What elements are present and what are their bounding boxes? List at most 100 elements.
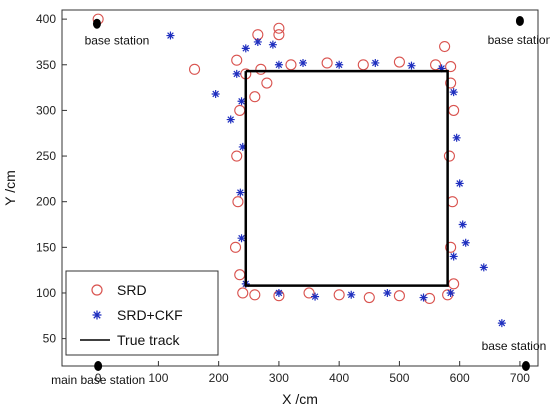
srd-point <box>430 59 442 71</box>
srd-point <box>363 291 375 304</box>
x-tick-label: 400 <box>329 371 349 385</box>
base-station-label: base station <box>482 339 547 353</box>
srd-point <box>261 77 273 89</box>
srd-point <box>448 278 460 290</box>
srd-ckf-point <box>238 142 247 151</box>
srd-ckf-point <box>458 220 467 229</box>
srd-point <box>333 289 345 301</box>
base-station-label: base station <box>85 34 150 48</box>
srd-point <box>321 57 333 69</box>
y-axis-label: Y /cm <box>2 170 18 206</box>
srd-ckf-point <box>274 288 283 297</box>
legend-box <box>65 270 219 356</box>
srd-ckf-point <box>461 238 470 247</box>
x-tick-label: 0 <box>95 371 102 385</box>
srd-ckf-point <box>452 133 461 142</box>
srd-ckf-point <box>241 44 250 53</box>
ticks-layer: 0 100 200 300 400 500 600 700 50 100 150 200 250 300 3… <box>36 12 530 385</box>
base-station-marker <box>521 361 530 371</box>
plot-frame <box>61 9 539 367</box>
y-tick-label: 400 <box>36 12 56 26</box>
legend-srd-label: SRD <box>117 282 147 298</box>
srd-ckf-point <box>497 319 506 328</box>
srd-ckf-point <box>166 31 175 40</box>
srd-point <box>189 63 201 75</box>
x-tick-label: 700 <box>510 371 530 385</box>
srd-point <box>232 196 244 208</box>
srd-ckf-point <box>446 288 455 297</box>
srd-ckf-point <box>449 88 458 97</box>
srd-point <box>357 59 369 71</box>
srd-point <box>303 287 315 299</box>
srd-ckf-point <box>299 58 308 67</box>
srd-point <box>231 150 243 162</box>
srd-point <box>393 56 405 68</box>
srd-ckf-point <box>449 252 458 261</box>
y-tick-label: 150 <box>36 240 56 254</box>
srd-ckf-point <box>407 61 416 70</box>
srd-point <box>237 287 249 299</box>
x-axis-label: X /cm <box>282 391 318 407</box>
y-tick-label: 100 <box>36 286 56 300</box>
srd-ckf-point <box>236 188 245 197</box>
base-station-marker <box>515 15 524 26</box>
srd-ckf-point <box>311 292 320 301</box>
srd-ckf-point <box>455 179 464 188</box>
srd-point <box>229 241 242 253</box>
srd-ckf-point <box>335 60 344 69</box>
x-tick-label: 600 <box>450 371 470 385</box>
true-track-layer <box>244 69 449 287</box>
srd-ckf-point <box>237 234 246 243</box>
y-tick-label: 200 <box>36 195 56 209</box>
srd-point <box>439 40 451 53</box>
true-track-line <box>244 69 449 287</box>
y-tick-label: 50 <box>43 332 57 346</box>
legend-srd-marker <box>91 284 103 296</box>
srd-point <box>255 63 267 75</box>
srd-point <box>273 29 285 41</box>
legend-true-track-label: True track <box>117 332 180 348</box>
srd-point <box>393 290 405 302</box>
legend: SRD SRD+CKF True track <box>65 270 219 356</box>
x-tick-label: 500 <box>389 371 409 385</box>
srd-point <box>446 196 458 208</box>
srd-point <box>249 289 261 301</box>
y-tick-label: 250 <box>36 149 56 163</box>
srd-ckf-point <box>437 64 446 73</box>
srd-point <box>443 150 455 162</box>
srd-point <box>273 22 285 34</box>
base-station-label: base station <box>488 33 550 47</box>
srd-ckf-point <box>383 288 392 297</box>
legend-srd-ckf-label: SRD+CKF <box>117 307 183 323</box>
srd-ckf-point <box>253 37 262 46</box>
srd-point <box>448 104 460 116</box>
srd-point <box>231 54 243 66</box>
srd-ckf-point <box>237 97 246 106</box>
srd-ckf-point <box>232 69 241 78</box>
srd-ckf-point <box>268 40 277 49</box>
srd-ckf-point <box>274 60 283 69</box>
srd-ckf-point <box>347 290 356 299</box>
srd-point <box>234 269 246 281</box>
srd-point <box>249 91 261 103</box>
srd-ckf-point <box>479 263 488 272</box>
x-tick-label: 300 <box>269 371 289 385</box>
srd-ckf-point <box>211 89 220 98</box>
legend-srd-ckf-marker <box>92 310 102 320</box>
srd-point <box>445 61 457 73</box>
srd-point <box>234 104 246 116</box>
srd-point <box>445 77 457 89</box>
srd-ckf-point <box>419 293 428 302</box>
x-tick-label: 100 <box>148 371 168 385</box>
srd-ckf-point <box>371 58 380 67</box>
y-tick-label: 300 <box>36 103 56 117</box>
base-station-marker <box>92 18 101 29</box>
legend-star-icon <box>92 310 102 320</box>
y-tick-label: 350 <box>36 58 56 72</box>
base-station-label: main base station <box>51 373 145 387</box>
base-station-marker <box>94 361 103 371</box>
srd-point <box>285 59 297 71</box>
srd-point <box>445 241 457 253</box>
srd-ckf-point <box>226 115 235 124</box>
